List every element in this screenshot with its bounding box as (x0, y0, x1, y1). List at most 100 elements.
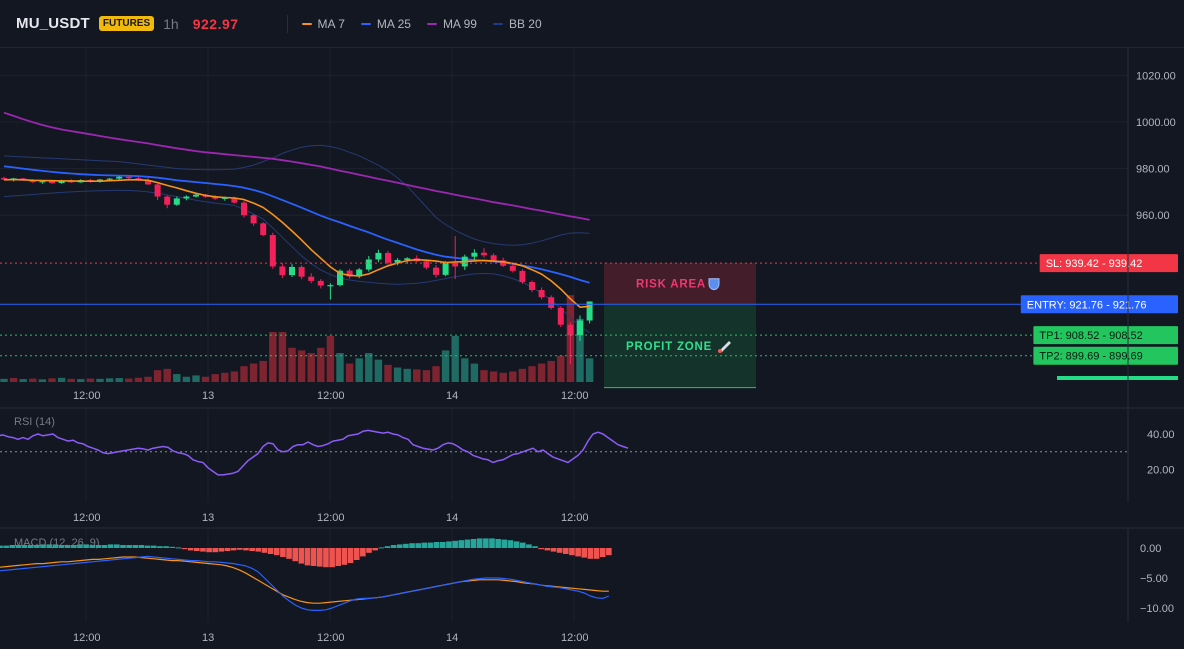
volume-bar (509, 371, 517, 382)
volume-bar (221, 372, 229, 382)
macd-hist-bar (52, 544, 59, 548)
macd-tick-0: 0.00 (1140, 543, 1161, 555)
volume-bar (518, 368, 527, 382)
macd-hist-bar (132, 545, 139, 548)
macd-hist-bar (403, 543, 409, 548)
macd-hist-bar (101, 545, 108, 548)
legend-ma7[interactable]: MA 7 (301, 17, 345, 31)
price-tick-3: 960.00 (1136, 210, 1170, 222)
legend-bb20[interactable]: BB 20 (492, 16, 542, 31)
legend-ma99-label: MA 99 (442, 16, 477, 31)
macd-hist-bar (323, 548, 329, 568)
macd-hist-bar (519, 542, 526, 548)
candle-body (481, 252, 487, 256)
volume-bar (134, 377, 143, 382)
candle-body (193, 194, 199, 197)
time-tick-rsi-4: 12:00 (561, 512, 589, 524)
macd-hist-bar (556, 548, 563, 553)
candle-body (39, 181, 46, 183)
macd-hist-bar (550, 548, 557, 552)
macd-hist-bar (175, 547, 182, 549)
candle-body (154, 184, 161, 197)
macd-hist-bar (255, 548, 262, 552)
time-tick-rsi-2: 12:00 (317, 512, 345, 524)
macd-hist-bar (58, 545, 65, 548)
macd-hist-bar (218, 548, 225, 552)
macd-hist-bar (606, 548, 612, 556)
macd-hist-bar (243, 548, 249, 551)
macd-tick-1: −5.00 (1140, 573, 1168, 585)
legend-ma25[interactable]: MA 25 (360, 17, 411, 31)
level-label-0: SL: 939.42 - 939.42 (1046, 258, 1143, 270)
macd-hist-bar (95, 545, 102, 548)
macd-hist-bar (298, 548, 305, 564)
header-divider (286, 14, 288, 33)
price-tick-1: 1000.00 (1136, 117, 1176, 129)
volume-bar (0, 378, 8, 382)
level-tag-2 (1033, 326, 1178, 345)
legend-ma7-swatch (301, 22, 312, 25)
macd-hist-bar (181, 548, 188, 550)
macd-hist-bar (421, 542, 428, 548)
chart-header: MU_USDT FUTURES 1h 922.97 MA 7 MA 25 MA … (0, 0, 1184, 48)
macd-hist-bar (27, 545, 34, 548)
volume-bar (557, 355, 565, 382)
candle-body (250, 215, 257, 224)
volume-bar (489, 371, 498, 382)
candle-body (529, 282, 535, 290)
macd-hist-bar (464, 539, 471, 548)
candle-body (577, 320, 583, 336)
volume-bar (480, 370, 488, 382)
macd-hist-bar (304, 548, 311, 566)
macd-hist-bar (163, 546, 169, 548)
macd-hist-bar (329, 548, 335, 568)
candle-body (327, 285, 334, 287)
level-tag-0 (1039, 254, 1178, 273)
volume-bar (259, 360, 267, 382)
candle-body (116, 176, 123, 179)
macd-hist-bar (409, 543, 415, 548)
symbol-name[interactable]: MU_USDT (16, 15, 90, 32)
macd-hist-bar (267, 548, 274, 554)
macd-hist-bar (64, 545, 71, 548)
candle-body (500, 260, 507, 266)
level-tag-3 (1033, 346, 1178, 365)
macd-hist-bar (489, 538, 495, 548)
macd-hist-bar (335, 548, 342, 566)
macd-hist-bar (433, 542, 440, 548)
legend-ma99[interactable]: MA 99 (426, 16, 477, 31)
candle-body (586, 301, 593, 321)
candle-body (433, 267, 439, 275)
macd-hist-bar (150, 545, 157, 548)
legend-bb20-label: BB 20 (508, 16, 542, 31)
time-tick-macd-0: 12:00 (73, 632, 101, 644)
macd-hist-bar (526, 544, 532, 548)
time-tick-macd-1: 13 (202, 632, 214, 644)
volume-bar (86, 378, 95, 382)
volume-bar (288, 347, 296, 382)
level-tag-1 (1020, 295, 1178, 314)
last-price: 922.97 (192, 15, 239, 32)
rsi-tick-0: 40.00 (1147, 429, 1175, 441)
rsi-title: RSI (14) (14, 416, 55, 428)
candle-body (394, 259, 401, 263)
macd-hist-bar (347, 548, 354, 563)
volume-bar (345, 363, 354, 382)
interval-label[interactable]: 1h (163, 15, 179, 32)
shield-icon (708, 278, 720, 291)
volume-bar (432, 366, 440, 382)
macd-hist-bar (415, 543, 421, 548)
macd-hist-bar (310, 548, 317, 566)
volume-bar (192, 375, 200, 382)
indicator-legend: MA 7 MA 25 MA 99 BB 20 (301, 16, 558, 31)
volume-bar (393, 367, 402, 382)
macd-hist-bar (366, 548, 372, 553)
volume-bar (211, 374, 219, 382)
time-tick-main-2: 12:00 (317, 390, 345, 402)
macd-hist-bar (157, 546, 163, 548)
candle-body (317, 280, 324, 286)
volume-bar (29, 378, 37, 382)
candle-body (509, 265, 516, 271)
volume-bar (326, 335, 335, 382)
